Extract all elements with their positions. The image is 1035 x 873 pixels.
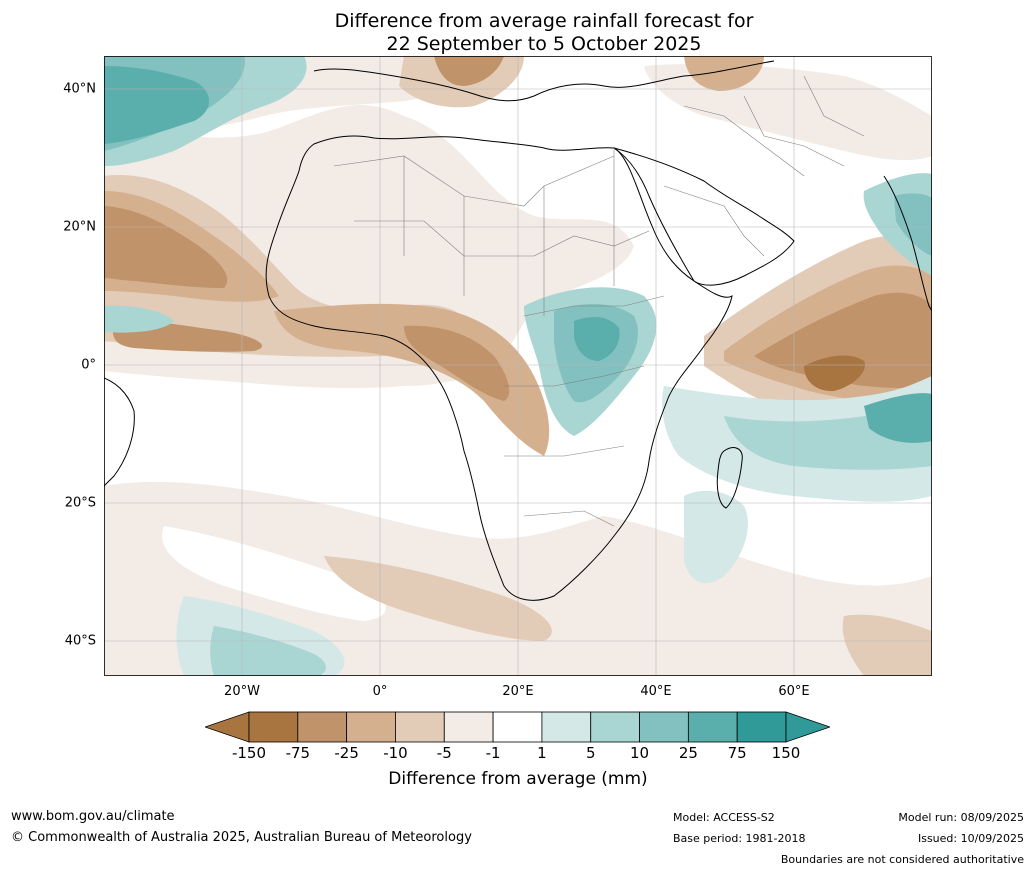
footer-disclaimer: Boundaries are not considered authoritat… [780,853,1024,866]
dry-sw-indian [842,614,932,676]
footer-base-period: Base period: 1981-2018 [673,832,806,845]
colorbar-tick-label: 150 [771,744,801,762]
wet-equatorial-atlantic [104,305,174,333]
footer-copyright: © Commonwealth of Australia 2025, Austra… [11,830,472,845]
map-title-line-2: 22 September to 5 October 2025 [386,33,702,55]
lat-label-0: 0° [81,357,96,373]
wet-arabian-sea-core [894,193,932,256]
colorbar-tick-label: -150 [231,744,267,762]
dry-indian-ocean-strong [754,292,932,389]
colorbar-segment [248,711,299,743]
colorbar-tick-label: 5 [585,744,596,762]
dry-south-band [324,556,552,641]
arabia-coastline [613,147,795,286]
lon-label-40e: 40°E [640,684,672,699]
colorbar-segment [346,711,396,743]
map-canvas [104,56,932,676]
footer-model: Model: ACCESS-S2 [673,811,775,824]
colorbar [203,711,832,743]
colorbar-extend-low [203,711,250,743]
colorbar-segment [395,711,445,743]
colorbar-segment [492,711,543,743]
colorbar-segment [443,711,494,743]
lon-label-0: 0° [372,684,388,699]
colorbar-tick-label: -10 [383,744,408,762]
madagascar-coastline [716,447,743,509]
footer-issued: Issued: 10/09/2025 [917,832,1024,845]
dry-mediterranean-core [434,56,504,86]
neutral-south-atlantic [104,386,544,522]
colorbar-tick-label: 75 [727,744,747,762]
map-border [104,56,932,676]
rainfall-anomaly-map [104,56,932,676]
footer-model-run: Model run: 08/09/2025 [898,811,1024,824]
map-title: Difference from average rainfall forecas… [104,10,984,56]
colorbar-svg [203,711,832,743]
lon-label-20e: 20°E [502,684,534,699]
lon-label-20w: 20°W [224,684,260,699]
map-title-line-1: Difference from average rainfall forecas… [334,10,754,32]
colorbar-tick-label: -75 [285,744,311,762]
wet-north-atlantic-core [104,66,209,144]
dry-atlantic-strong [104,206,228,288]
africa-coastline [265,135,733,601]
colorbar-tick-label: -25 [334,744,359,762]
colorbar-tick-label: 10 [629,744,650,762]
india-coastline [883,175,932,312]
colorbar-segment [590,711,640,743]
wet-central-africa-core [574,316,620,361]
colorbar-segment [639,711,689,743]
footer-url: www.bom.gov.au/climate [11,809,175,824]
lon-label-60e: 60°E [778,684,810,699]
lat-label-20n: 20°N [63,219,96,235]
wet-south-indian-core [864,393,932,443]
colorbar-tick-label: 1 [537,744,547,762]
coastlines [104,60,932,601]
colorbar-title: Difference from average (mm) [388,769,648,789]
dry-gulf-guinea [274,303,550,456]
neutral-arabia [624,132,904,266]
lat-label-40n: 40°N [63,81,96,97]
dry-east-med [684,56,764,91]
dry-indian-ocean-core [804,355,865,392]
colorbar-segment [736,711,787,743]
colorbar-extend-high [785,711,832,743]
colorbar-tick-label: -1 [485,744,501,762]
lat-label-40s: 40°S [64,633,96,649]
colorbar-tick-label: -5 [436,744,452,762]
lat-label-20s: 20°S [64,495,96,511]
country-borders [333,75,865,527]
wet-mozambique [684,490,748,584]
south-america-coastline [104,377,135,487]
colorbar-segment [297,711,348,743]
wet-south-atlantic-mid [210,626,326,676]
europe-coastline [313,60,775,102]
colorbar-tick-label: 25 [678,744,698,762]
dry-gulf-guinea-strong [404,325,510,401]
colorbar-segment [687,711,738,743]
colorbar-segment [541,711,592,743]
neutral-south-ocean [162,526,386,621]
